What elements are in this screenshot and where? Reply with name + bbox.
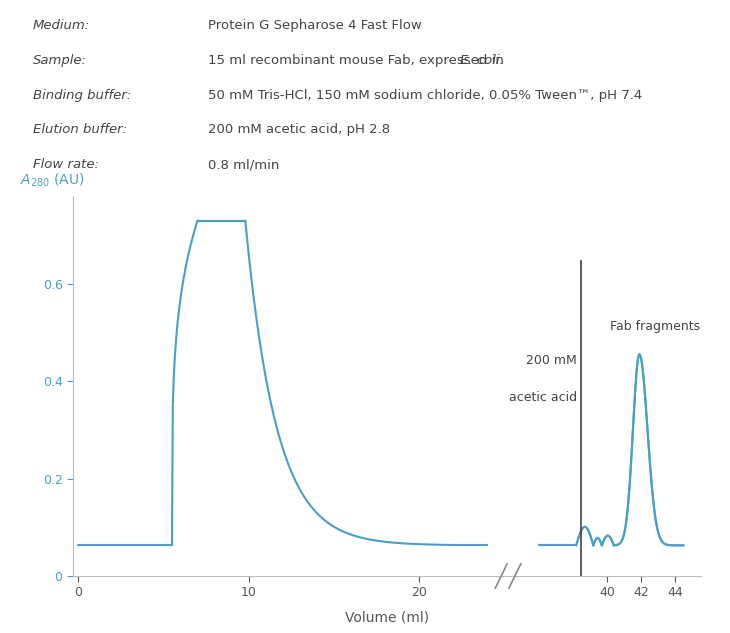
Text: 200 mM acetic acid, pH 2.8: 200 mM acetic acid, pH 2.8	[208, 123, 390, 137]
Text: Sample:: Sample:	[33, 54, 87, 67]
Text: 200 mM: 200 mM	[526, 354, 577, 367]
Text: 0.8 ml/min: 0.8 ml/min	[208, 158, 280, 172]
Text: Protein G Sepharose 4 Fast Flow: Protein G Sepharose 4 Fast Flow	[208, 19, 422, 32]
Text: Medium:: Medium:	[33, 19, 90, 32]
Text: E. coli.: E. coli.	[460, 54, 504, 67]
Text: Flow rate:: Flow rate:	[33, 158, 99, 172]
Bar	[488, 138, 539, 625]
Text: acetic acid: acetic acid	[509, 391, 577, 404]
Text: $A_{280}$ (AU): $A_{280}$ (AU)	[20, 172, 85, 189]
Text: 15 ml recombinant mouse Fab, expressed in: 15 ml recombinant mouse Fab, expressed i…	[208, 54, 508, 67]
Text: 50 mM Tris-HCl, 150 mM sodium chloride, 0.05% Tween™, pH 7.4: 50 mM Tris-HCl, 150 mM sodium chloride, …	[208, 89, 642, 102]
X-axis label: Volume (ml): Volume (ml)	[345, 611, 429, 625]
Text: Elution buffer:: Elution buffer:	[33, 123, 127, 137]
Text: Binding buffer:: Binding buffer:	[33, 89, 131, 102]
Text: Fab fragments: Fab fragments	[610, 320, 700, 332]
